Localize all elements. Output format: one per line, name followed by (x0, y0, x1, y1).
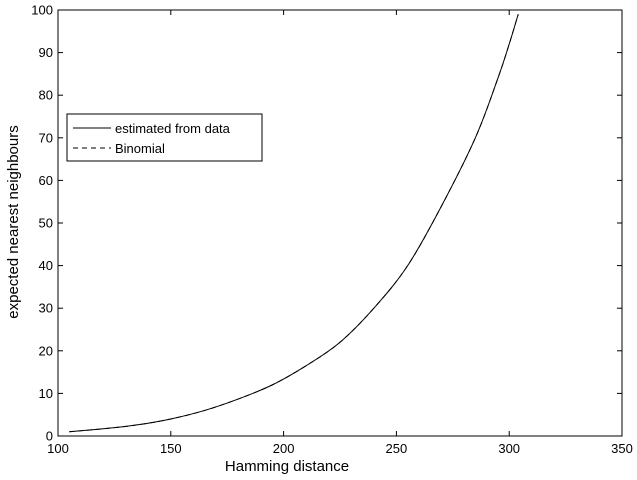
series-line-estimated-from-data (69, 14, 519, 433)
y-tick-label: 80 (39, 88, 53, 103)
legend-label-estimated: estimated from data (115, 121, 231, 136)
x-axis-label: Hamming distance (225, 458, 349, 475)
legend: estimated from data Binomial (66, 113, 263, 162)
y-tick-label: 30 (39, 301, 53, 316)
plot-border (57, 9, 623, 437)
y-tick-label: 20 (39, 343, 53, 358)
x-tick-label: 350 (611, 441, 633, 456)
legend-label-binomial: Binomial (115, 141, 165, 156)
series-line-binomial (69, 14, 519, 433)
y-tick-label: 0 (46, 429, 53, 444)
x-tick-label: 150 (160, 441, 182, 456)
x-tick-label: 100 (47, 441, 69, 456)
x-tick-label: 200 (273, 441, 295, 456)
y-tick-label: 10 (39, 386, 53, 401)
y-tick-label: 40 (39, 258, 53, 273)
y-tick-label: 90 (39, 45, 53, 60)
legend-box (66, 113, 263, 162)
y-tick-label: 50 (39, 216, 53, 231)
x-tick-label: 300 (498, 441, 520, 456)
x-tick-label: 250 (386, 441, 408, 456)
y-tick-label: 70 (39, 130, 53, 145)
y-axis-ticks: 0 10 20 30 40 50 60 70 80 90 100 (31, 3, 622, 444)
series-layer (69, 14, 519, 433)
plot-frame (57, 9, 623, 437)
y-tick-label: 60 (39, 173, 53, 188)
y-tick-label: 100 (31, 3, 53, 18)
y-axis-label: expected nearest neighbours (5, 125, 22, 318)
x-axis-ticks: 100 150 200 250 300 350 (47, 10, 633, 456)
